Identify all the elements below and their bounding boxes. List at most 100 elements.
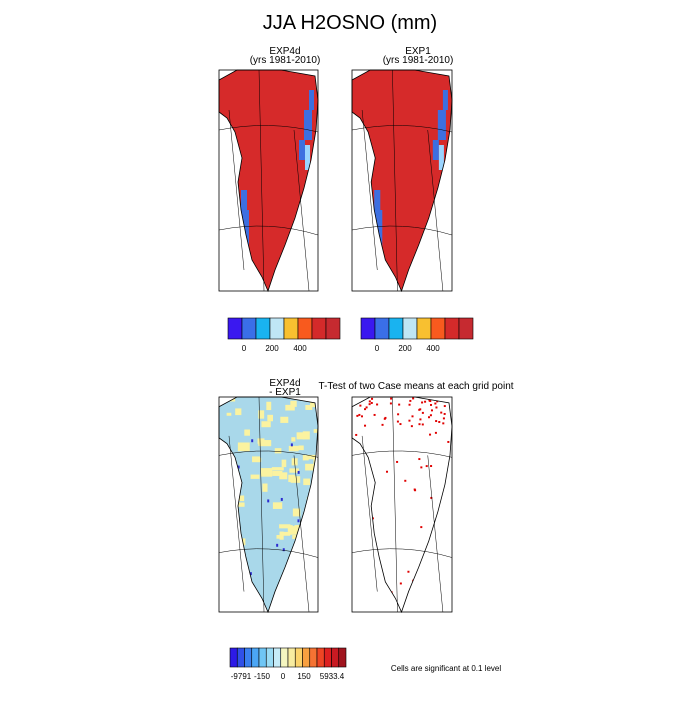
diff-cell <box>251 439 254 443</box>
colorbar-label: 5933.4 <box>320 672 345 681</box>
diff-cell <box>274 448 282 454</box>
panel-subtitle: (yrs 1981-2010) <box>383 55 454 66</box>
diff-cell <box>238 495 245 502</box>
sig-cell <box>358 413 361 416</box>
diff-cell <box>276 535 283 539</box>
colorbar-label: 0 <box>242 344 247 353</box>
graticule <box>259 70 264 291</box>
sig-cell <box>368 400 371 403</box>
colorbar-box <box>297 317 313 340</box>
diff-cell <box>252 456 261 463</box>
colorbar-label: -9791 <box>231 672 252 681</box>
land <box>352 397 452 612</box>
sig-cell <box>436 400 439 403</box>
sig-cell <box>376 403 379 406</box>
diff-cell <box>258 410 265 419</box>
colorbar-box <box>258 647 267 668</box>
sig-cell <box>429 433 432 436</box>
diff-cell <box>272 470 283 476</box>
coastline <box>219 70 318 291</box>
colorbar-label: 200 <box>398 344 412 353</box>
diff-cell <box>267 414 274 422</box>
graticule <box>219 549 318 558</box>
sig-cell <box>396 420 399 423</box>
colorbar-box <box>325 317 341 340</box>
sig-cell <box>381 423 384 426</box>
sig-cell <box>419 418 422 421</box>
sig-cell <box>442 417 445 420</box>
sig-cell <box>435 420 438 423</box>
sig-cell <box>429 403 433 406</box>
coastline <box>352 70 452 291</box>
sig-cell <box>430 409 433 412</box>
colorbar-box <box>323 647 332 668</box>
sig-cell <box>419 408 422 411</box>
graticule <box>362 110 377 270</box>
diff-cell <box>282 548 285 552</box>
sig-cell <box>373 413 376 416</box>
sig-cell <box>360 415 363 418</box>
diff-cell <box>290 400 297 407</box>
graticule <box>229 436 244 592</box>
snow-patch <box>374 190 381 210</box>
colorbar-box <box>388 317 404 340</box>
graticule <box>229 110 244 270</box>
colorbar-box <box>241 317 257 340</box>
sig-cell <box>398 403 401 406</box>
diff-cell <box>249 572 252 576</box>
diff-cell <box>262 483 268 492</box>
panel-title: EXP4d <box>269 46 300 57</box>
diff-cell <box>290 443 293 447</box>
snow-patch <box>305 145 310 170</box>
sig-cell <box>390 397 393 400</box>
colorbar-box <box>458 317 474 340</box>
sig-cell <box>421 401 424 404</box>
graticule <box>352 125 452 132</box>
colorbar-box <box>283 317 299 340</box>
diff-cell <box>296 432 304 440</box>
sig-cell <box>365 406 368 409</box>
diff-cell <box>237 442 250 452</box>
sig-cell <box>430 496 433 499</box>
colorbar-label: 400 <box>426 344 440 353</box>
panel-subtitle: (yrs 1981-2010) <box>250 55 321 66</box>
snow-patch <box>442 90 448 110</box>
colorbar-box <box>287 647 296 668</box>
diff-cell <box>285 404 295 411</box>
diff-cell <box>244 429 250 436</box>
diff-cell <box>279 472 288 480</box>
sig-cell <box>418 423 421 426</box>
graticule <box>352 451 452 457</box>
diff-cell <box>282 531 291 536</box>
diff-cell <box>310 400 318 408</box>
colorbar-box <box>273 647 282 668</box>
sig-cell <box>440 411 443 414</box>
graticule <box>392 397 397 612</box>
colorbar-label: 200 <box>265 344 279 353</box>
panel-title: T-Test of two Case means at each grid po… <box>318 381 513 392</box>
sig-cell <box>356 414 359 417</box>
sig-cell <box>364 408 367 411</box>
colorbar-box <box>294 647 303 668</box>
sig-cell <box>371 397 374 400</box>
diff-cell <box>237 465 240 469</box>
colorbar-label: -150 <box>254 672 271 681</box>
graticule <box>219 226 318 235</box>
colorbar-box <box>402 317 418 340</box>
sig-cell <box>355 433 358 436</box>
diff-cell <box>297 470 300 474</box>
panel-frame <box>218 69 319 292</box>
diff-cell <box>289 468 299 473</box>
coastline <box>219 397 318 612</box>
sig-cell <box>413 488 416 491</box>
diff-cell <box>267 499 270 503</box>
colorbar-box <box>265 647 274 668</box>
diff-cell <box>271 467 284 471</box>
sig-cell <box>434 402 437 405</box>
colorbar-box <box>236 647 245 668</box>
diff-cell <box>290 476 301 483</box>
land <box>352 70 452 291</box>
graticule <box>428 455 443 612</box>
panel-frame <box>218 396 319 613</box>
sig-cell <box>407 570 410 573</box>
